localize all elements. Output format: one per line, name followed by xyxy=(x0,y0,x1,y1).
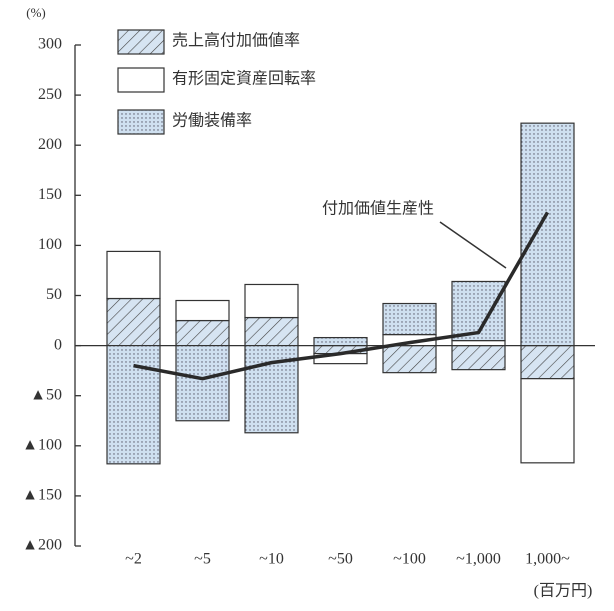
y-unit: (%) xyxy=(26,5,46,20)
bar-segment xyxy=(244,316,299,347)
y-tick-label: 100 xyxy=(38,236,62,253)
bar-segment xyxy=(451,339,506,347)
bar-segment xyxy=(106,250,161,300)
x-tick-label: ~50 xyxy=(328,551,353,568)
line xyxy=(133,211,550,381)
line-annotation: 付加価値生産性 xyxy=(322,200,434,218)
x-tick-label: ~2 xyxy=(125,551,142,568)
legend-label: 労働装備率 xyxy=(172,112,252,130)
bar-segment xyxy=(175,345,230,422)
legend-swatch xyxy=(117,109,165,135)
x-tick-label: ~100 xyxy=(393,551,426,568)
bar-segment xyxy=(382,302,437,336)
legend-label: 売上高付加価値率 xyxy=(172,32,300,50)
y-tick-label: ▲50 xyxy=(30,386,62,403)
bar-segment xyxy=(106,297,161,347)
bar-segment xyxy=(106,345,161,465)
annotation-leader xyxy=(439,221,507,269)
x-tick-label: 1,000~ xyxy=(525,551,570,568)
y-tick-label: ▲150 xyxy=(22,487,62,504)
x-unit: (百万円) xyxy=(534,583,593,600)
bar-segment xyxy=(175,319,230,347)
bar-segment xyxy=(313,336,368,347)
bar-segment xyxy=(175,299,230,322)
y-tick-label: 150 xyxy=(38,186,62,203)
legend-swatch xyxy=(117,67,165,93)
y-tick-label: 50 xyxy=(46,286,62,303)
bar-segment xyxy=(520,378,575,464)
legend-label: 有形固定資産回転率 xyxy=(172,70,316,88)
bar-segment xyxy=(520,345,575,380)
legend-swatch xyxy=(117,29,165,55)
y-tick-label: 300 xyxy=(38,36,62,53)
bar-segment xyxy=(382,345,437,374)
bar-segment xyxy=(244,283,299,319)
y-tick-label: 0 xyxy=(54,336,62,353)
bar-segment xyxy=(520,122,575,347)
y-tick-label: 250 xyxy=(38,86,62,103)
y-tick-label: ▲100 xyxy=(22,436,62,453)
y-tick-label: ▲200 xyxy=(22,537,62,554)
x-tick-label: ~10 xyxy=(259,551,284,568)
y-tick-label: 200 xyxy=(38,136,62,153)
x-tick-label: ~1,000 xyxy=(456,551,501,568)
bar-segment xyxy=(451,345,506,371)
x-tick-label: ~5 xyxy=(194,551,211,568)
